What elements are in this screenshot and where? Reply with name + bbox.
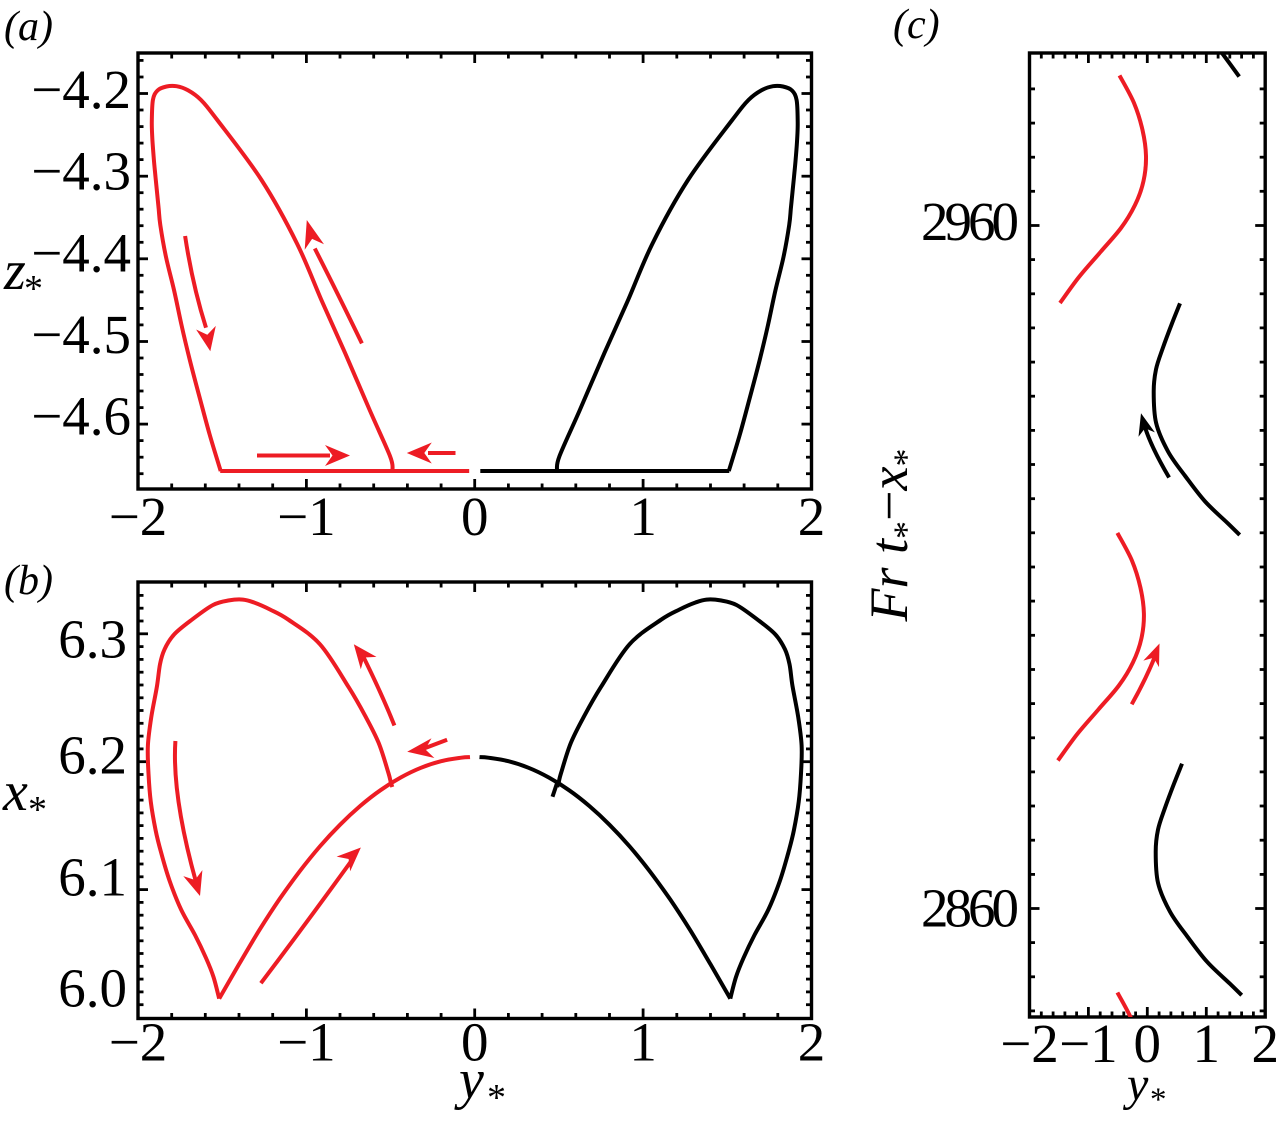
svg-text:−4.3: −4.3 xyxy=(31,141,131,202)
svg-text:6.0: 6.0 xyxy=(58,958,127,1019)
svg-text:0: 0 xyxy=(461,1012,489,1073)
svg-text:*: * xyxy=(1150,1082,1167,1118)
svg-text:1: 1 xyxy=(629,1012,657,1073)
svg-text:1: 1 xyxy=(629,486,657,547)
svg-text:6.2: 6.2 xyxy=(58,725,127,786)
svg-text:2: 2 xyxy=(798,486,826,547)
svg-text:1: 1 xyxy=(1193,1013,1221,1074)
svg-text:(c): (c) xyxy=(893,2,940,48)
svg-text:z: z xyxy=(3,240,26,302)
svg-text:−4.6: −4.6 xyxy=(31,385,131,446)
svg-text:6.1: 6.1 xyxy=(58,847,127,908)
svg-text:2860: 2860 xyxy=(921,878,1018,939)
svg-text:−2: −2 xyxy=(109,1012,168,1073)
svg-text:*: * xyxy=(487,1077,506,1119)
svg-text:0: 0 xyxy=(461,486,489,547)
svg-text:−4.2: −4.2 xyxy=(31,59,131,120)
svg-text:*: * xyxy=(28,789,47,831)
svg-text:−4.5: −4.5 xyxy=(31,304,131,365)
svg-text:−1: −1 xyxy=(277,486,336,547)
svg-text:6.3: 6.3 xyxy=(58,609,127,670)
svg-text:(b): (b) xyxy=(4,558,53,604)
svg-text:−1: −1 xyxy=(1059,1013,1118,1074)
svg-text:2: 2 xyxy=(798,1012,826,1073)
svg-text:−4.4: −4.4 xyxy=(31,222,131,283)
svg-text:2960: 2960 xyxy=(921,191,1018,252)
svg-text:Fr t*−x*: Fr t*−x* xyxy=(859,449,926,623)
svg-text:y: y xyxy=(1122,1058,1149,1111)
svg-text:0: 0 xyxy=(1134,1013,1162,1074)
svg-text:2: 2 xyxy=(1251,1013,1279,1074)
svg-text:−2: −2 xyxy=(1000,1013,1059,1074)
svg-text:(a): (a) xyxy=(4,4,53,50)
svg-text:y: y xyxy=(454,1049,484,1111)
svg-text:*: * xyxy=(24,268,43,310)
svg-text:−1: −1 xyxy=(277,1012,336,1073)
svg-text:x: x xyxy=(2,761,28,823)
svg-text:−2: −2 xyxy=(109,486,168,547)
